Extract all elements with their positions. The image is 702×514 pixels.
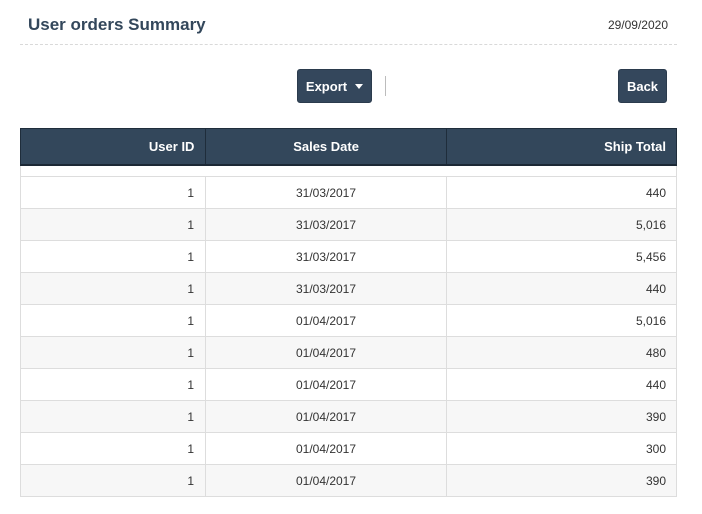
cell-sales-date: 31/03/2017: [206, 241, 447, 272]
table-row[interactable]: 1 31/03/2017 5,456: [20, 241, 677, 273]
cell-sales-date: 31/03/2017: [206, 273, 447, 304]
table-row[interactable]: 1 01/04/2017 5,016: [20, 305, 677, 337]
cell-ship-total: 5,456: [635, 249, 666, 264]
cell-ship-total: 440: [645, 377, 666, 392]
table-row[interactable]: 1 31/03/2017 440: [20, 273, 677, 305]
orders-table: User ID Sales Date Ship Total 1 31/03/20…: [20, 128, 677, 497]
cell-user-id: 1: [21, 433, 206, 464]
cell-sales-date: 01/04/2017: [206, 401, 447, 432]
column-header-sales-date[interactable]: Sales Date: [206, 129, 447, 164]
cell-sales-date: 31/03/2017: [206, 209, 447, 240]
cell-sales-date: 01/04/2017: [206, 433, 447, 464]
report-date: 29/09/2020: [607, 18, 668, 32]
cell-sales-date: 01/04/2017: [206, 369, 447, 400]
table-row[interactable]: 1 01/04/2017 390: [20, 401, 677, 433]
cell-ship-total: 300: [645, 441, 666, 456]
table-row[interactable]: 1 31/03/2017 440: [20, 177, 677, 209]
cell-user-id: 1: [21, 241, 206, 272]
back-button[interactable]: Back: [618, 69, 667, 103]
table-row[interactable]: 1 01/04/2017 390: [20, 465, 677, 497]
cell-ship-total: 390: [645, 409, 666, 424]
table-row[interactable]: 1 01/04/2017 300: [20, 433, 677, 465]
cell-sales-date: 01/04/2017: [206, 305, 447, 336]
cell-user-id: 1: [21, 337, 206, 368]
table-row[interactable]: 1 01/04/2017 440: [20, 369, 677, 401]
cell-user-id: 1: [21, 465, 206, 496]
page-title: User orders Summary: [28, 15, 206, 34]
toolbar-separator: [385, 76, 386, 96]
cell-ship-total: 5,016: [635, 313, 666, 328]
table-header: User ID Sales Date Ship Total: [20, 128, 677, 166]
cell-user-id: 1: [21, 369, 206, 400]
export-button-label: Export: [305, 78, 348, 94]
table-row[interactable]: 1 01/04/2017 480: [20, 337, 677, 369]
toolbar: Export Back: [0, 69, 702, 103]
cell-user-id: 1: [21, 177, 206, 208]
table-spacer-row: [20, 166, 677, 177]
cell-user-id: 1: [21, 305, 206, 336]
cell-user-id: 1: [21, 209, 206, 240]
cell-ship-total: 480: [645, 345, 666, 360]
export-button[interactable]: Export: [297, 69, 372, 103]
cell-ship-total: 440: [645, 281, 666, 296]
column-header-ship-total[interactable]: Ship Total: [604, 139, 667, 154]
cell-ship-total: 440: [645, 185, 666, 200]
cell-user-id: 1: [21, 273, 206, 304]
column-header-user-id[interactable]: User ID: [21, 129, 207, 164]
cell-ship-total: 5,016: [635, 217, 666, 232]
cell-sales-date: 31/03/2017: [206, 177, 447, 208]
cell-sales-date: 01/04/2017: [206, 465, 447, 496]
cell-ship-total: 390: [645, 473, 666, 488]
caret-down-icon: [355, 83, 364, 89]
cell-sales-date: 01/04/2017: [206, 337, 447, 368]
table-row[interactable]: 1 31/03/2017 5,016: [20, 209, 677, 241]
cell-user-id: 1: [21, 401, 206, 432]
page-header: User orders Summary 29/09/2020: [20, 0, 677, 45]
